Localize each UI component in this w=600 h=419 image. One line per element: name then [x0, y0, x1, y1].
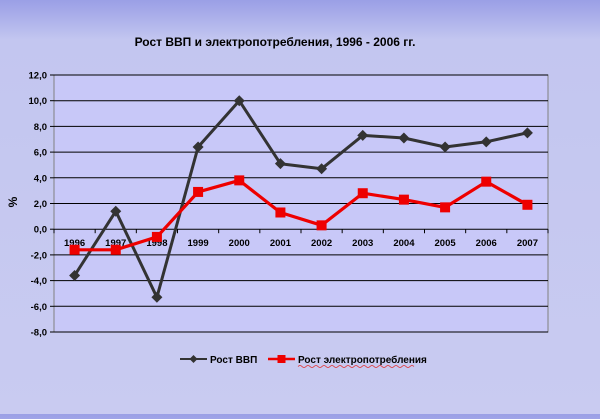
- y-tick-label: -2,0: [31, 250, 47, 261]
- spellcheck-underline: [297, 365, 415, 368]
- y-tick-label: -6,0: [31, 302, 47, 313]
- series-layer: [69, 95, 533, 303]
- data-point-square: [316, 220, 327, 231]
- data-point-diamond: [110, 205, 122, 217]
- y-tick-label: 0,0: [34, 225, 47, 236]
- data-point-diamond: [69, 269, 81, 281]
- x-axis-ticks: 1996 1997 1998 1999 2000 2001 2002 2003 2004 2005…: [53, 229, 549, 249]
- series-line: [74, 178, 529, 252]
- y-tick-label: 8,0: [34, 122, 47, 133]
- data-point-diamond: [192, 141, 204, 153]
- data-point-square: [110, 244, 121, 255]
- x-tick-label: 2004: [393, 238, 415, 249]
- data-point-square: [522, 199, 533, 210]
- x-tick-label: 1998: [146, 238, 167, 249]
- data-point-square: [357, 188, 368, 199]
- legend-label-electricity: Рост электропотребления: [298, 354, 427, 366]
- x-tick-label: 2003: [352, 238, 373, 249]
- data-point-square: [151, 231, 162, 242]
- legend: Рост ВВП Рост электропотребления: [180, 354, 427, 368]
- x-tick-label: 1999: [188, 238, 209, 249]
- data-point-square: [398, 194, 409, 205]
- legend-marker-gdp: [189, 355, 198, 363]
- y-axis-ticks: 12,0 10,0 8,0 6,0 4,0 2,0 0,0 -2,0 -4,0 -6,0 -8,0: [29, 71, 54, 339]
- chart-title: Рост ВВП и электропотребления, 1996 - 20…: [135, 35, 416, 49]
- x-tick-label: 2001: [270, 238, 292, 249]
- series-line: [73, 99, 528, 299]
- x-tick-label: 2006: [476, 238, 497, 249]
- data-point-diamond: [151, 291, 163, 303]
- data-point-diamond: [398, 132, 410, 144]
- data-point-diamond: [480, 136, 492, 148]
- y-tick-label: 4,0: [34, 173, 47, 184]
- y-tick-label: 12,0: [29, 71, 48, 82]
- data-point-square: [193, 186, 204, 197]
- x-tick-label: 2000: [229, 238, 250, 249]
- data-point-diamond: [521, 127, 533, 139]
- legend-marker-electricity: [277, 355, 286, 363]
- data-point-square: [234, 175, 245, 186]
- y-tick-label: 10,0: [29, 96, 48, 107]
- data-point-square: [481, 176, 492, 187]
- y-tick-label: -4,0: [31, 276, 47, 287]
- data-point-diamond: [316, 163, 328, 175]
- x-tick-label: 1997: [105, 238, 126, 249]
- x-tick-label: 1996: [64, 238, 85, 249]
- y-tick-label: 2,0: [34, 199, 47, 210]
- data-point-square: [440, 202, 451, 213]
- x-tick-label: 2005: [435, 238, 457, 249]
- data-point-diamond: [439, 141, 451, 153]
- y-axis-label: %: [6, 196, 20, 207]
- data-point-diamond: [357, 129, 369, 141]
- x-tick-label: 2007: [517, 238, 538, 249]
- data-point-square: [275, 207, 286, 218]
- data-point-diamond: [233, 95, 245, 107]
- data-point-square: [69, 244, 80, 255]
- y-tick-label: -8,0: [31, 328, 47, 339]
- legend-label-gdp: Рост ВВП: [210, 355, 257, 366]
- y-tick-label: 6,0: [34, 148, 47, 159]
- data-point-diamond: [274, 158, 286, 170]
- x-tick-label: 2002: [311, 238, 332, 249]
